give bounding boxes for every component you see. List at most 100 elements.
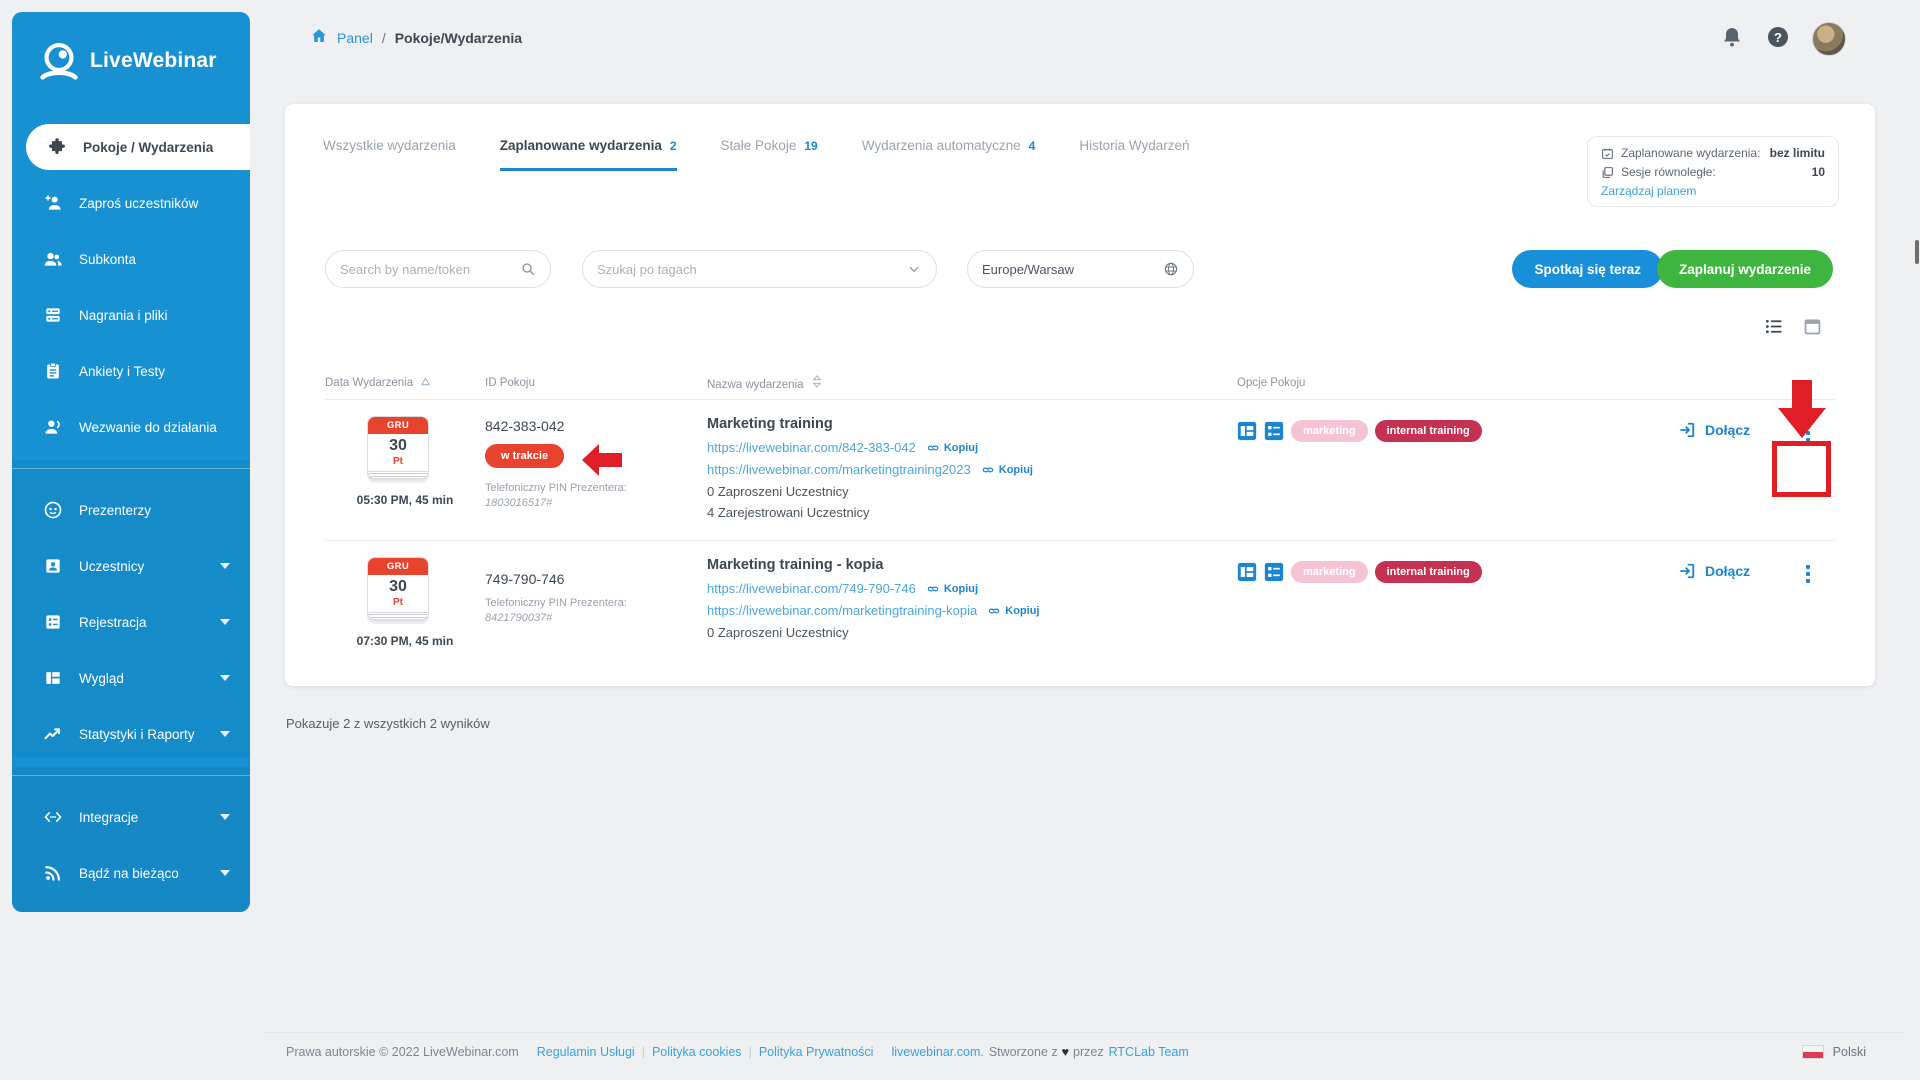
copy-url-button[interactable]: Kopiuj <box>987 604 1039 618</box>
chevron-down-icon <box>220 731 230 737</box>
sidebar-item-rejestracja[interactable]: Rejestracja <box>12 599 250 645</box>
chevron-down-icon <box>909 266 919 273</box>
sidebar-item-badz-na-biezaco[interactable]: Bądź na bieżąco <box>12 850 250 896</box>
tab-label: Historia Wydarzeń <box>1079 138 1190 153</box>
tab-wydarzenia-automatyczne[interactable]: Wydarzenia automatyczne 4 <box>862 138 1036 171</box>
pin-label: Telefoniczny PIN Prezentera: <box>485 482 627 494</box>
registered-count: 4 Zarejestrowani Uczestnicy <box>707 505 870 520</box>
tab-wszystkie-wydarzenia[interactable]: Wszystkie wydarzenia <box>323 138 456 171</box>
breadcrumb-panel-link[interactable]: Panel <box>337 29 373 46</box>
manage-plan-link[interactable]: Zarządzaj planem <box>1601 184 1697 198</box>
sidebar-item-integracje[interactable]: Integracje <box>12 794 250 840</box>
join-label: Dołącz <box>1705 422 1751 438</box>
sidebar-item-wyglad[interactable]: Wygląd <box>12 655 250 701</box>
home-icon[interactable] <box>310 27 328 48</box>
event-name: Marketing training - kopia <box>707 557 884 573</box>
chevron-down-icon <box>220 675 230 681</box>
sidebar-item-subkonta[interactable]: Subkonta <box>12 236 250 282</box>
pin-value: 8421790037# <box>485 612 553 624</box>
table-row: GRU 30 Pt 07:30 PM, 45 min 749-790-746 T… <box>325 541 1835 662</box>
tab-zaplanowane-wydarzenia[interactable]: Zaplanowane wydarzenia 2 <box>499 138 677 171</box>
logo[interactable]: LiveWebinar <box>12 12 250 80</box>
sidebar-item-statystyki-i-raporty[interactable]: Statystyki i Raporty <box>12 711 250 757</box>
tab-historia-wydarzen[interactable]: Historia Wydarzeń <box>1079 138 1189 171</box>
search-field[interactable] <box>325 250 551 288</box>
link-icon <box>927 445 939 450</box>
form-icon <box>42 611 64 633</box>
room-url-link[interactable]: https://livewebinar.com/749-790-746 <box>707 581 916 596</box>
tab-stale-pokoje[interactable]: Stałe Pokoje 19 <box>721 138 818 171</box>
header-date[interactable]: Data Wydarzenia <box>325 377 485 389</box>
sidebar-item-wezwanie-do-dzialania[interactable]: Wezwanie do działania <box>12 404 250 450</box>
sidebar-item-uczestnicy[interactable]: Uczestnicy <box>12 543 250 589</box>
sidebar-item-pokoje-wydarzenia[interactable]: Pokoje / Wydarzenia <box>26 124 250 170</box>
sidebar-item-zapros-uczestnikow[interactable]: Zaproś uczestników <box>12 180 250 226</box>
tabs: Wszystkie wydarzenia Zaplanowane wydarze… <box>323 138 1190 171</box>
schedule-event-button[interactable]: Zaplanuj wydarzenie <box>1656 250 1833 288</box>
puzzle-icon <box>46 136 68 158</box>
row-menu-button[interactable] <box>1806 565 1810 648</box>
tags-select[interactable]: Szukaj po tagach <box>582 250 937 288</box>
sidebar-item-label: Wezwanie do działania <box>79 419 217 435</box>
registration-option-icon[interactable] <box>1264 562 1284 582</box>
chevron-down-icon <box>220 814 230 820</box>
rss-icon <box>42 862 64 884</box>
scrollbar-thumb[interactable] <box>1915 240 1919 264</box>
plan-value: 10 <box>1811 165 1825 179</box>
link-icon <box>989 608 1000 613</box>
copy-url-button[interactable]: Kopiuj <box>981 463 1033 477</box>
room-url-link[interactable]: https://livewebinar.com/842-383-042 <box>707 440 916 455</box>
tab-label: Stałe Pokoje <box>720 138 797 153</box>
site-link[interactable]: livewebinar.com. <box>891 1045 984 1059</box>
sidebar-item-ankiety-i-testy[interactable]: Ankiety i Testy <box>12 348 250 394</box>
language-selector[interactable]: Polski <box>1801 1045 1866 1059</box>
chevron-down-icon <box>220 619 230 625</box>
copy-url-button[interactable]: Kopiuj <box>926 441 978 455</box>
copy-url-button[interactable]: Kopiuj <box>926 582 978 596</box>
sidebar-item-label: Statystyki i Raporty <box>79 726 195 742</box>
results-summary: Pokazuje 2 z wszystkich 2 wyników <box>286 716 490 731</box>
layout-option-icon[interactable] <box>1237 562 1257 582</box>
id-card-icon <box>42 555 64 577</box>
registration-option-icon[interactable] <box>1264 421 1284 441</box>
svg-text:?: ? <box>1774 30 1782 45</box>
person-add-icon <box>42 192 64 214</box>
face-icon <box>42 499 64 521</box>
sidebar-item-nagrania-i-pliki[interactable]: Nagrania i pliki <box>12 292 250 338</box>
layout-option-icon[interactable] <box>1237 421 1257 441</box>
sidebar-divider <box>12 775 250 776</box>
globe-icon <box>1164 262 1178 276</box>
sort-up-icon <box>421 376 431 389</box>
terms-link[interactable]: Regulamin Usługi <box>536 1045 635 1059</box>
sidebar-item-prezenterzy[interactable]: Prezenterzy <box>12 487 250 533</box>
cell-room-id: 749-790-746 Telefoniczny PIN Prezentera:… <box>485 557 707 648</box>
timezone-select[interactable]: Europe/Warsaw <box>967 250 1194 288</box>
user-avatar[interactable] <box>1812 22 1846 56</box>
help-icon[interactable]: ? <box>1766 25 1790 54</box>
cell-join: Dołącz <box>1677 557 1781 648</box>
notifications-bell-icon[interactable] <box>1720 25 1744 54</box>
plan-row-sessions: Sesje równoległe: 10 <box>1601 165 1825 179</box>
events-table: Data Wydarzenia ID Pokoju Nazwa wydarzen… <box>325 366 1835 662</box>
search-input[interactable] <box>340 261 510 277</box>
poland-flag-icon <box>1801 1045 1824 1059</box>
layers-icon <box>1602 166 1613 178</box>
top-icons: ? <box>1720 22 1846 56</box>
cookies-link[interactable]: Polityka cookies <box>651 1045 742 1059</box>
sidebar-item-label: Uczestnicy <box>79 558 145 574</box>
copy-label: Kopiuj <box>943 441 979 454</box>
footer: Prawa autorskie © 2022 LiveWebinar.com R… <box>262 1032 1906 1059</box>
room-url-link[interactable]: https://livewebinar.com/marketingtrainin… <box>707 603 978 618</box>
calendar-view-icon[interactable] <box>1802 316 1823 337</box>
header-event-name[interactable]: Nazwa wydarzenia <box>707 374 1237 391</box>
join-button[interactable]: Dołącz <box>1677 420 1781 440</box>
sidebar-item-label: Zaproś uczestników <box>79 195 199 211</box>
meet-now-button[interactable]: Spotkaj się teraz <box>1512 250 1663 288</box>
date-day: 30 <box>389 437 407 454</box>
list-view-icon[interactable] <box>1763 316 1784 337</box>
join-button[interactable]: Dołącz <box>1677 561 1781 581</box>
team-link[interactable]: RTCLab Team <box>1108 1045 1189 1059</box>
layout-icon <box>42 667 64 689</box>
room-url-link[interactable]: https://livewebinar.com/marketingtrainin… <box>707 462 971 477</box>
privacy-link[interactable]: Polityka Prywatności <box>758 1045 874 1059</box>
